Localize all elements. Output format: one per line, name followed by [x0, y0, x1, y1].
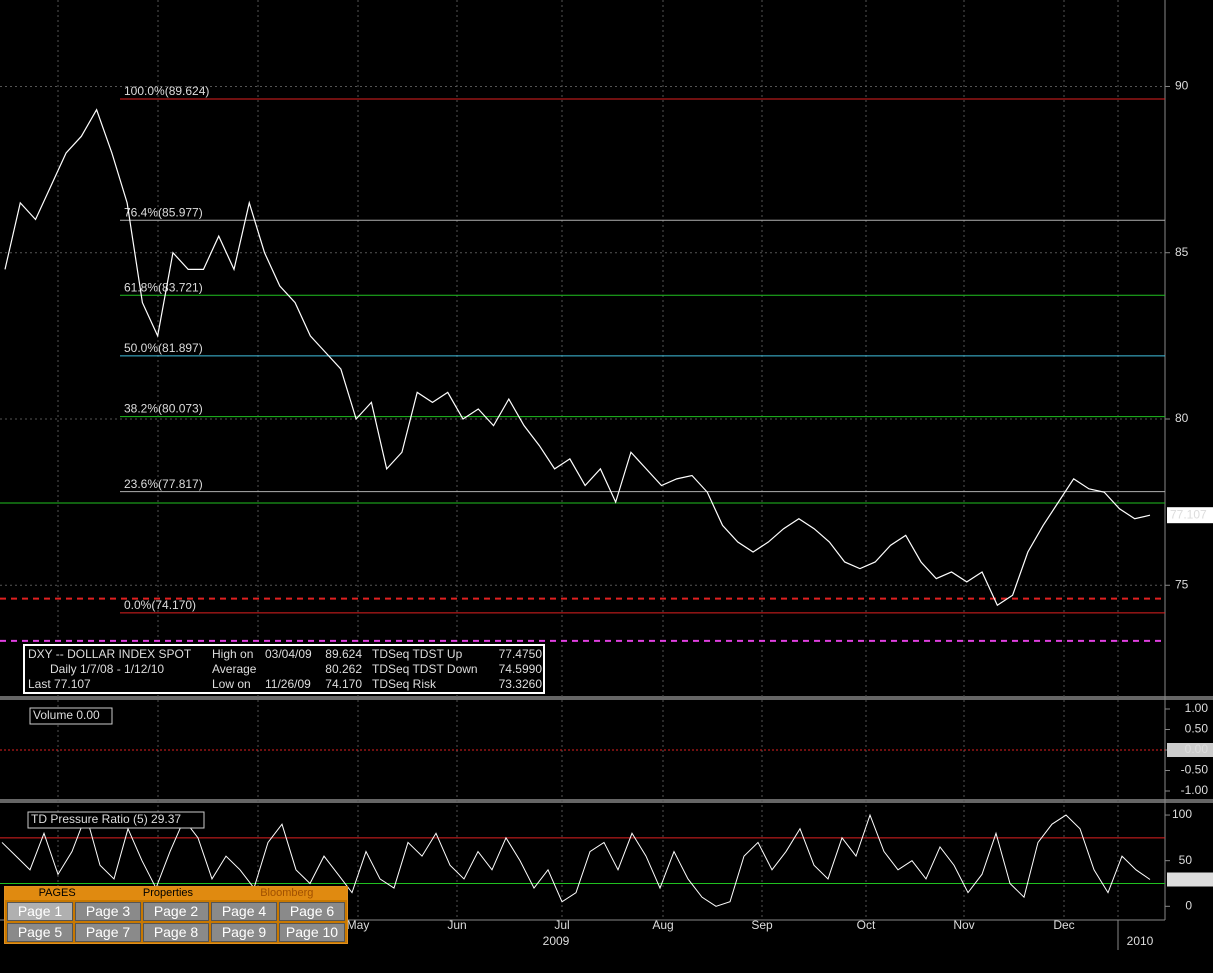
year-label: 2009 [543, 934, 570, 948]
legend-text: 80.262 [325, 662, 362, 676]
legend-text: 74.170 [325, 677, 362, 691]
x-tick-label: Sep [751, 918, 773, 932]
page-button[interactable]: Page 6 [279, 902, 345, 921]
legend-text: 89.624 [325, 647, 362, 661]
y-tick-label: -0.50 [1181, 763, 1209, 777]
last-price-box [1167, 507, 1213, 524]
last-price-label: 77.107 [1170, 507, 1207, 521]
legend-text: Daily 1/7/08 - 1/12/10 [50, 662, 164, 676]
fib-label: 23.6%(77.817) [124, 477, 203, 491]
x-tick-label: Oct [857, 918, 876, 932]
last-ratio-box [1167, 872, 1213, 887]
legend-text: TDSeq Risk [372, 677, 437, 691]
x-tick-label: May [347, 918, 370, 932]
pages-tab[interactable]: Properties [142, 887, 194, 899]
page-button[interactable]: Page 5 [7, 923, 73, 942]
legend-text: High on [212, 647, 253, 661]
pressure-label: TD Pressure Ratio (5) 29.37 [31, 812, 181, 826]
y-tick-label: 1.00 [1185, 701, 1209, 715]
legend-text: 11/26/09 [265, 677, 311, 691]
page-button[interactable]: Page 4 [211, 902, 277, 921]
x-tick-label: Jul [554, 918, 569, 932]
panel-separator [0, 696, 1213, 700]
y-tick-label: 75 [1175, 577, 1189, 591]
fib-label: 50.0%(81.897) [124, 341, 203, 355]
page-button[interactable]: Page 7 [75, 923, 141, 942]
y-tick-label: 50 [1179, 853, 1193, 867]
x-tick-label: Jun [447, 918, 466, 932]
x-tick-label: Aug [652, 918, 673, 932]
legend-text: TDSeq TDST Up [372, 647, 463, 661]
pages-header: PAGES Properties Bloomberg [5, 887, 347, 900]
volume-label-box [29, 707, 113, 725]
page-button[interactable]: Page 2 [143, 902, 209, 921]
page-button[interactable]: Page 10 [279, 923, 345, 942]
y-tick-label: 100 [1172, 807, 1192, 821]
pressure-line [1, 813, 1151, 907]
y-tick-label: 0 [1185, 898, 1192, 912]
legend-text: Low on [212, 677, 251, 691]
legend-text: DXY -- DOLLAR INDEX SPOT [28, 647, 192, 661]
last-ratio-label: 29.37 [1170, 872, 1200, 886]
fib-label: 76.4%(85.977) [124, 205, 203, 219]
zero-box [1167, 743, 1213, 757]
y-tick-label: 80 [1175, 411, 1189, 425]
pages-tab[interactable]: Bloomberg [260, 887, 314, 899]
legend-text: Average [212, 662, 257, 676]
volume-label: Volume 0.00 [33, 708, 100, 722]
legend-text: TDSeq TDST Down [372, 662, 478, 676]
legend-text: 77.4750 [499, 647, 543, 661]
page-button[interactable]: Page 3 [75, 902, 141, 921]
y-tick-label: 0.00 [1185, 742, 1209, 756]
fib-label: 38.2%(80.073) [124, 402, 203, 416]
legend-box [23, 644, 545, 694]
legend-text: Last 77.107 [28, 677, 91, 691]
fib-label: 100.0%(89.624) [124, 84, 209, 98]
page-button[interactable]: Page 1 [7, 902, 73, 921]
pages-grid: Page 1 Page 3 Page 2 Page 4 Page 6 Page 5 Page… [5, 900, 347, 944]
year-label: 2010 [1127, 934, 1154, 948]
fib-label: 0.0%(74.170) [124, 598, 196, 612]
y-tick-label: 85 [1175, 245, 1189, 259]
legend-text: 73.3260 [499, 677, 543, 691]
page-button[interactable]: Page 8 [143, 923, 209, 942]
legend-text: 74.5990 [499, 662, 543, 676]
x-tick-label: Nov [953, 918, 974, 932]
pressure-label-box [27, 811, 205, 829]
legend-text: 03/04/09 [265, 647, 312, 661]
y-tick-label: 90 [1175, 79, 1189, 93]
panel-separator [0, 799, 1213, 803]
x-tick-label: Dec [1053, 918, 1074, 932]
y-tick-label: -1.00 [1181, 783, 1209, 797]
price-line [4, 108, 1151, 607]
y-tick-label: 0.50 [1185, 722, 1209, 736]
fib-label: 61.8%(83.721) [124, 280, 203, 294]
pages-tab[interactable]: PAGES [38, 887, 76, 899]
page-button[interactable]: Page 9 [211, 923, 277, 942]
pages-panel: PAGES Properties Bloomberg Page 1 Page 3 Pag… [4, 886, 348, 944]
